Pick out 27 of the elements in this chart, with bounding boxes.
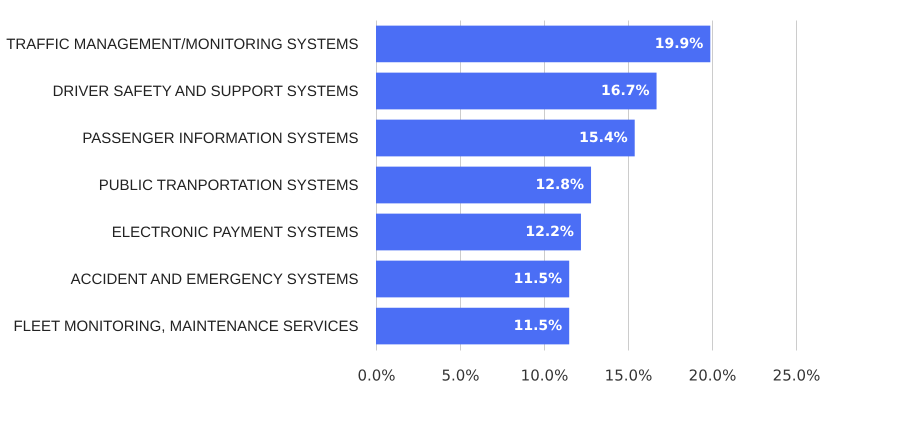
y-tick-label: ELECTRONIC PAYMENT SYSTEMS bbox=[112, 224, 358, 242]
data-label: 19.9% bbox=[654, 36, 704, 52]
bar bbox=[376, 214, 581, 250]
bar bbox=[376, 26, 710, 62]
bar bbox=[376, 260, 570, 298]
data-label: 12.2% bbox=[525, 224, 574, 240]
y-tick-label: PASSENGER INFORMATION SYSTEMS bbox=[82, 130, 358, 147]
bar bbox=[376, 166, 592, 204]
y-tick-label: FLEET MONITORING, MAINTENANCE SERVICES bbox=[13, 318, 358, 336]
data-label: 11.5% bbox=[514, 271, 562, 288]
bar bbox=[376, 72, 657, 110]
x-tick-label: 5.0% bbox=[441, 366, 480, 384]
x-tick-label: 0.0% bbox=[357, 366, 396, 384]
x-tick-label: 25.0% bbox=[772, 366, 820, 384]
x-tick-label: 15.0% bbox=[604, 366, 652, 384]
data-label: 11.5% bbox=[514, 318, 562, 334]
y-tick-label: PUBLIC TRANPORTATION SYSTEMS bbox=[98, 177, 358, 194]
data-label: 12.8% bbox=[535, 177, 584, 193]
y-tick-label: ACCIDENT AND EMERGENCY SYSTEMS bbox=[70, 271, 358, 288]
y-tick-label: TRAFFIC MANAGEMENT/MONITORING SYSTEMS bbox=[6, 36, 358, 53]
data-label: 16.7% bbox=[600, 82, 650, 99]
y-tick-label: DRIVER SAFETY AND SUPPORT SYSTEMS bbox=[52, 82, 358, 100]
bar bbox=[376, 308, 570, 344]
data-label: 15.4% bbox=[579, 130, 628, 146]
x-tick-label: 20.0% bbox=[688, 366, 736, 384]
bar bbox=[376, 120, 635, 156]
x-tick-label: 10.0% bbox=[520, 366, 568, 384]
